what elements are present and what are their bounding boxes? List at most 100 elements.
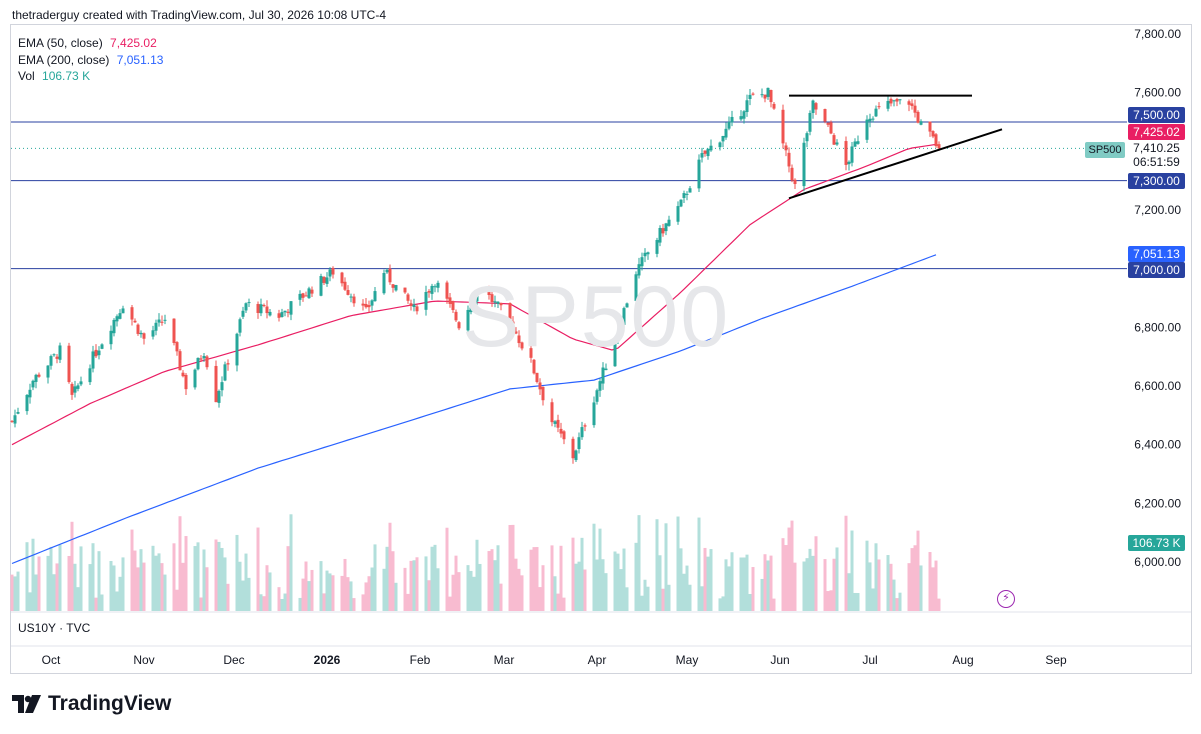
- volume-bar: [52, 574, 56, 611]
- volume-bar: [10, 574, 14, 611]
- candle-body: [835, 142, 839, 145]
- volume-bar: [814, 536, 818, 611]
- x-tick-label: 2026: [314, 653, 341, 667]
- volume-bar: [496, 545, 500, 611]
- candle-body: [283, 310, 287, 313]
- candle-body: [727, 121, 731, 129]
- candle-body: [412, 304, 416, 308]
- volume-bar: [244, 553, 248, 611]
- candle-body: [850, 146, 854, 163]
- volume-bar: [913, 545, 917, 611]
- volume-bar: [721, 596, 725, 611]
- legend-ema200-label: EMA (200, close): [18, 53, 110, 67]
- candle-body: [55, 356, 59, 359]
- volume-bar: [874, 543, 878, 611]
- volume-bar: [172, 543, 176, 611]
- legend-ema50[interactable]: EMA (50, close) 7,425.02: [18, 36, 157, 50]
- volume-bar: [154, 555, 158, 611]
- volume-bar: [319, 561, 323, 611]
- volume-bar: [409, 560, 413, 611]
- candle-body: [742, 111, 746, 119]
- candle-body: [697, 159, 701, 189]
- volume-bar: [535, 547, 539, 611]
- volume-bar: [829, 590, 833, 611]
- lightning-icon[interactable]: ⚡: [997, 590, 1015, 608]
- candle-body: [937, 144, 941, 149]
- candle-body: [685, 193, 689, 195]
- volume-bar: [706, 556, 710, 611]
- volume-bar: [511, 524, 515, 611]
- volume-bar: [583, 569, 587, 611]
- volume-bar: [403, 567, 407, 611]
- ema200-price-label: 7,051.13: [1128, 246, 1185, 262]
- candle-body: [919, 121, 923, 125]
- volume-bar: [847, 573, 851, 611]
- candle-body: [346, 290, 350, 295]
- candle-body: [130, 307, 134, 320]
- candle-body: [721, 135, 725, 142]
- candle-body: [370, 300, 374, 306]
- candle-body: [88, 368, 92, 383]
- bar-countdown: 06:51:59: [1133, 155, 1180, 169]
- candle-body: [289, 301, 293, 315]
- candle-body: [640, 257, 644, 267]
- secondary-pane-label[interactable]: US10Y · TVC: [18, 621, 91, 635]
- volume-bar: [856, 593, 860, 611]
- volume-bar: [637, 515, 641, 611]
- candle-body: [268, 311, 272, 316]
- candle-body: [541, 386, 545, 401]
- legend-volume[interactable]: Vol 106.73 K: [18, 69, 90, 83]
- candle-body: [892, 100, 896, 102]
- candle-body: [658, 228, 662, 243]
- x-tick-label: May: [676, 653, 699, 667]
- chart-frame[interactable]: [10, 24, 1192, 674]
- candle-body: [220, 382, 224, 391]
- candle-body: [70, 383, 74, 395]
- volume-bar: [31, 538, 35, 611]
- legend-ema50-label: EMA (50, close): [18, 36, 103, 50]
- last-price-value: 7,410.25: [1133, 141, 1180, 155]
- volume-bar: [235, 534, 239, 611]
- candle-body: [307, 288, 311, 299]
- candle-body: [226, 363, 230, 365]
- candle-body: [766, 87, 770, 97]
- volume-bar: [928, 552, 932, 611]
- candle-body: [241, 310, 245, 317]
- volume-bar: [277, 587, 281, 611]
- candle-body: [244, 303, 248, 311]
- volume-bar: [868, 562, 872, 611]
- candle-body: [298, 293, 302, 300]
- volume-bar: [391, 551, 395, 611]
- candle-body: [193, 369, 197, 388]
- volume-bar: [826, 591, 830, 611]
- candle-body: [676, 206, 680, 222]
- candle-body: [934, 134, 938, 147]
- volume-bar: [67, 555, 71, 611]
- volume-bar: [679, 548, 683, 611]
- volume-bar: [499, 583, 503, 611]
- volume-bar: [685, 565, 689, 611]
- volume-bar: [160, 563, 164, 611]
- candle-body: [703, 150, 707, 154]
- volume-bar: [256, 527, 260, 611]
- volume-bar: [184, 536, 188, 611]
- legend-ema200[interactable]: EMA (200, close) 7,051.13: [18, 53, 163, 67]
- volume-bar: [133, 550, 137, 611]
- candle-body: [655, 239, 659, 254]
- candle-body: [577, 437, 581, 450]
- candle-body: [31, 380, 35, 388]
- volume-bar: [202, 549, 206, 611]
- volume-bar: [466, 565, 470, 611]
- candle-body: [916, 111, 920, 123]
- y-tick-label: 7,800.00: [1134, 27, 1181, 41]
- candle-body: [886, 100, 890, 109]
- candle-body: [667, 219, 671, 226]
- volume-bar: [772, 598, 776, 611]
- volume-bar: [367, 576, 371, 611]
- volume-bar: [580, 537, 584, 611]
- volume-bar: [808, 548, 812, 611]
- volume-bar: [310, 569, 314, 611]
- candle-body: [898, 99, 902, 101]
- volume-bar: [802, 561, 806, 611]
